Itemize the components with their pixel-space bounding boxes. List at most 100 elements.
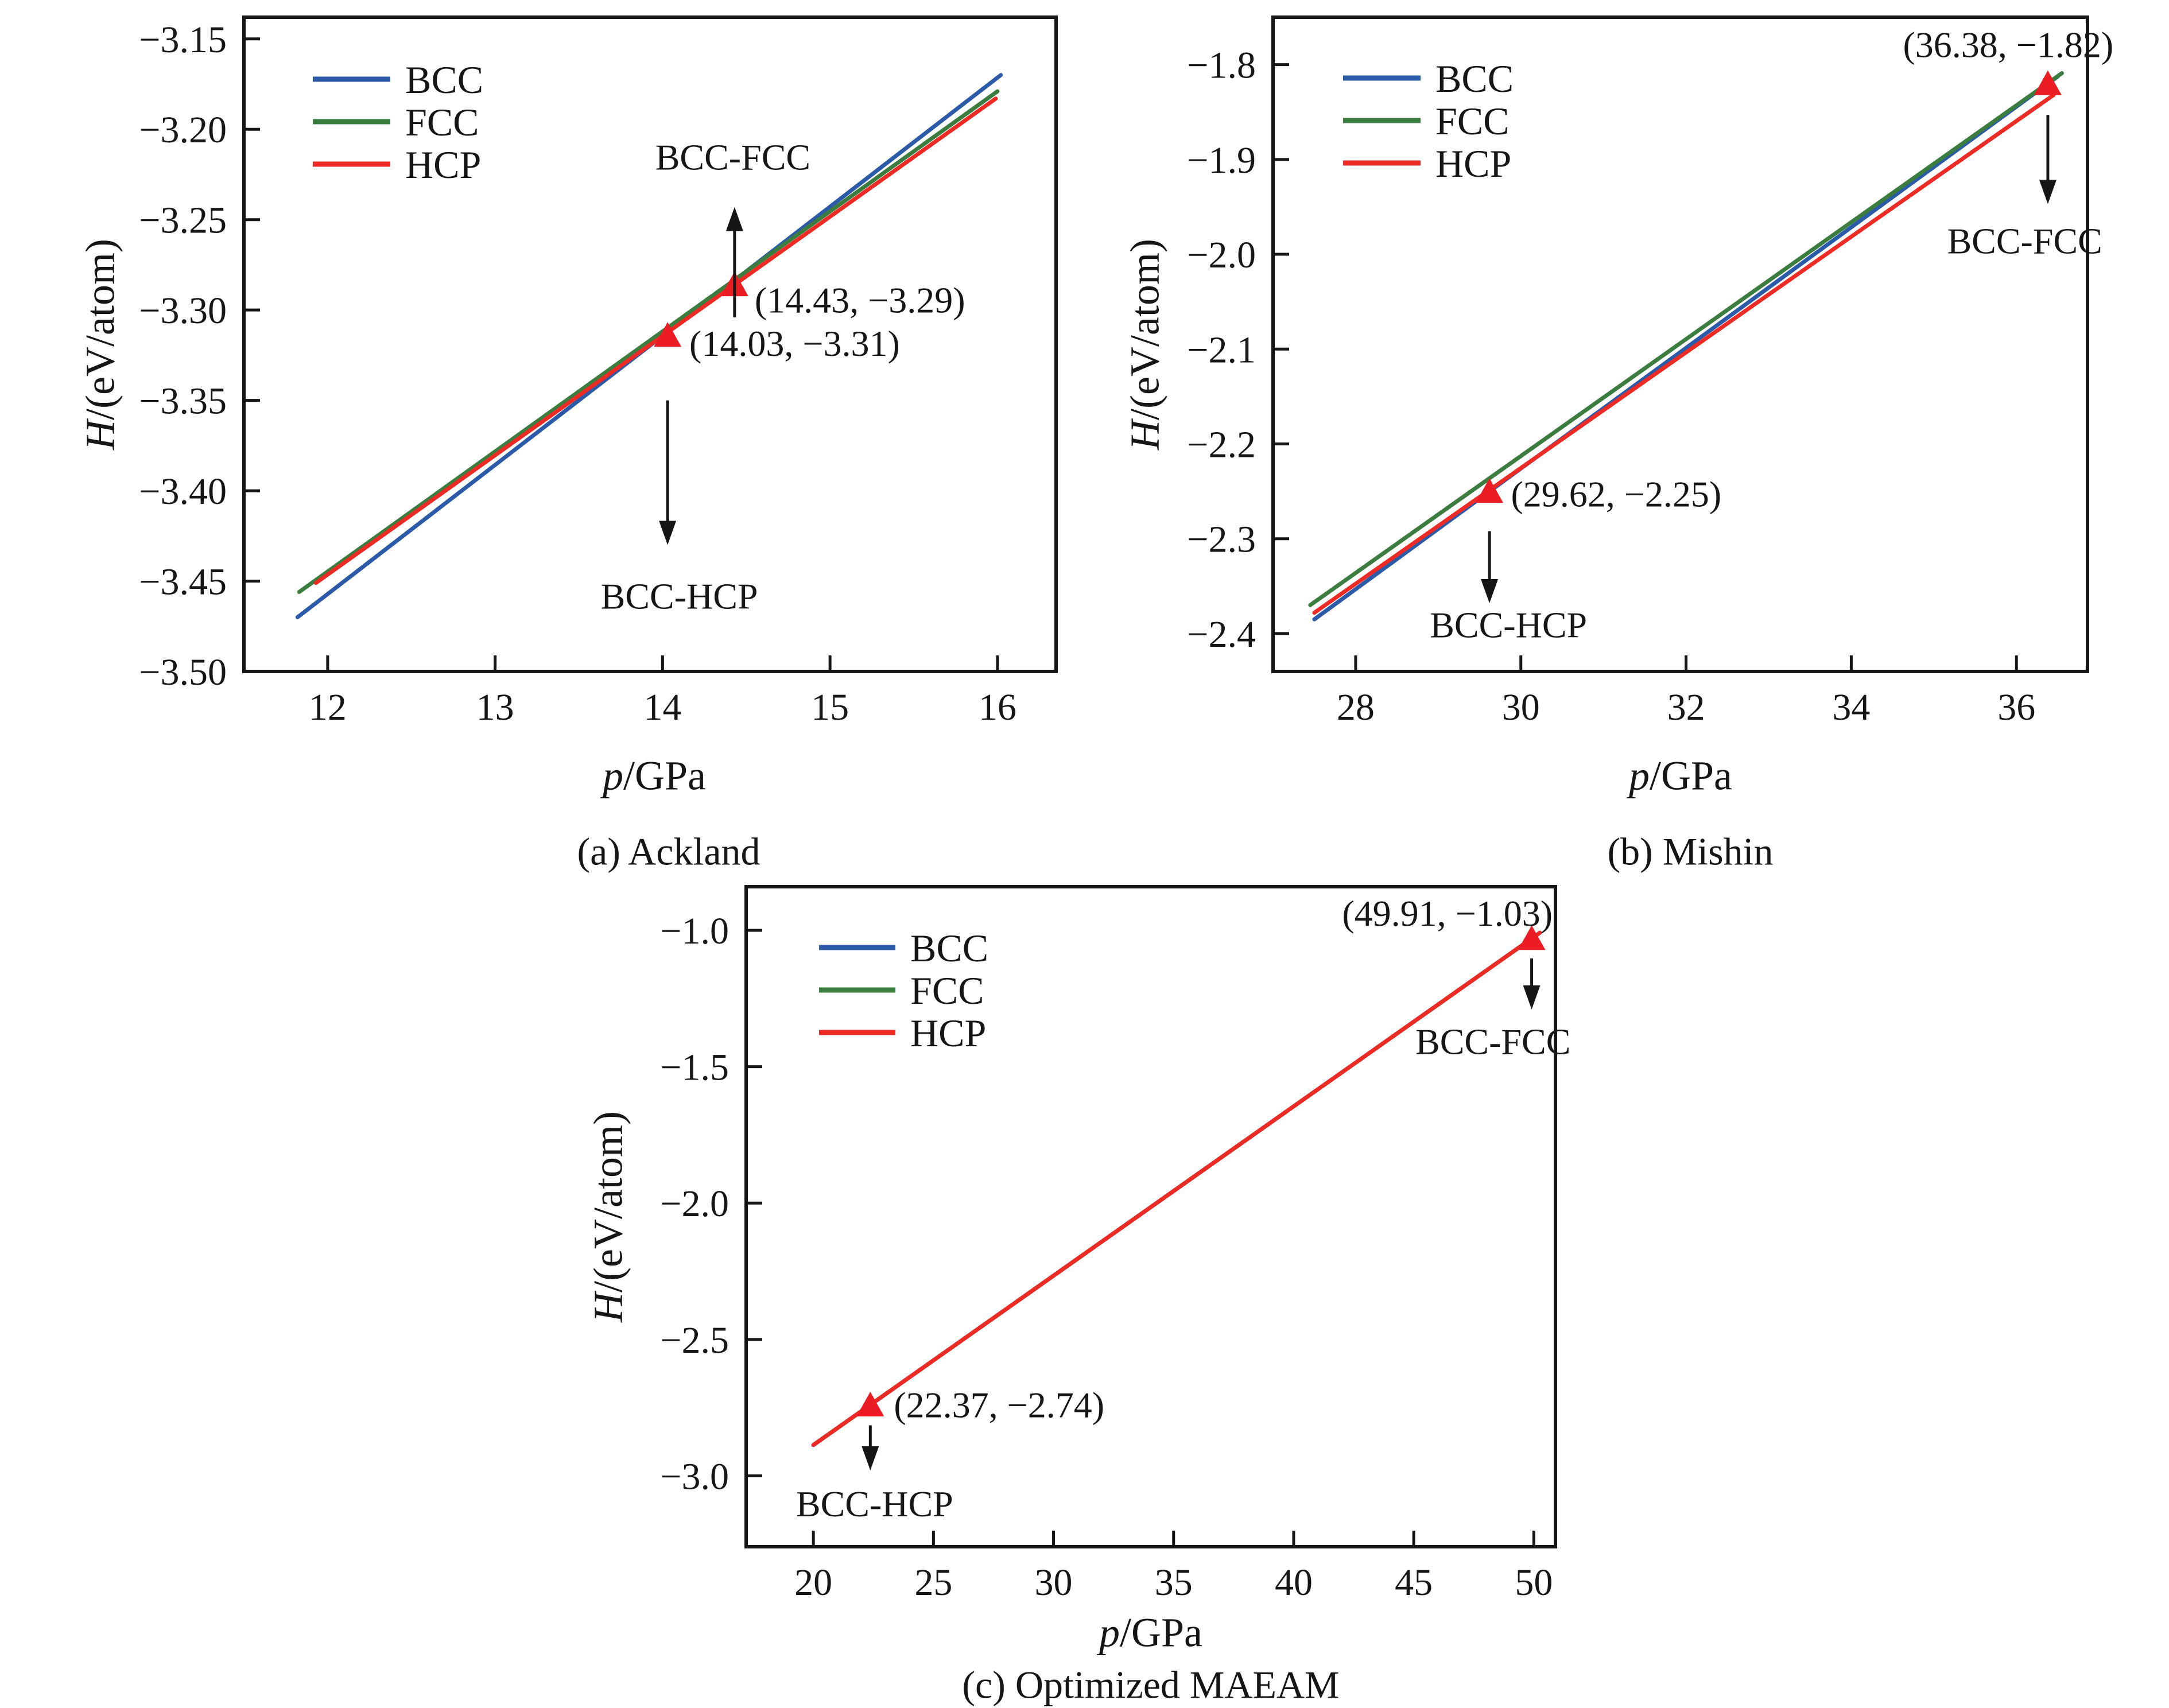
transition-coord-text: (49.91, −1.03) bbox=[1342, 893, 1553, 934]
y-axis-label-a: H/(eV/atom) bbox=[77, 239, 125, 450]
legend-label-fcc: FCC bbox=[910, 969, 984, 1012]
x-tick-label: 28 bbox=[1337, 686, 1375, 728]
transition-marker bbox=[2034, 70, 2062, 95]
y-tick-label: −2.5 bbox=[660, 1319, 729, 1361]
legend-label-bcc: BCC bbox=[910, 926, 988, 970]
y-tick-label: −3.25 bbox=[139, 200, 227, 242]
series-line-hcp bbox=[313, 96, 998, 585]
legend-label-hcp: HCP bbox=[1435, 142, 1511, 185]
x-tick-label: 13 bbox=[476, 686, 514, 728]
annotation-arrow-head bbox=[862, 1446, 879, 1470]
y-tick-label: −2.2 bbox=[1187, 424, 1256, 465]
y-tick-label: −2.1 bbox=[1187, 329, 1256, 371]
series-line-fcc bbox=[297, 89, 1000, 594]
transition-label: BCC-FCC bbox=[1947, 220, 2102, 261]
transition-label: BCC-FCC bbox=[1415, 1021, 1570, 1062]
series-line-hcp bbox=[1312, 92, 2056, 615]
caption-a: (a) Ackland bbox=[577, 829, 760, 874]
x-axis-variable: p bbox=[1629, 752, 1650, 799]
y-tick-label: −3.45 bbox=[139, 561, 227, 603]
y-tick-label: −3.15 bbox=[139, 19, 227, 61]
x-tick-label: 15 bbox=[811, 686, 849, 728]
annotation-arrow-head bbox=[1481, 579, 1499, 604]
y-tick-label: −3.20 bbox=[139, 109, 227, 151]
legend-label-fcc: FCC bbox=[405, 100, 479, 144]
x-tick-label: 16 bbox=[979, 686, 1016, 728]
transition-label: BCC-FCC bbox=[655, 137, 810, 177]
y-axis-label-b: H/(eV/atom) bbox=[1122, 239, 1169, 450]
annotation-arrow-head bbox=[2039, 180, 2057, 204]
legend-label-bcc: BCC bbox=[1435, 57, 1514, 100]
y-axis-unit: /(eV/atom) bbox=[585, 1111, 631, 1292]
caption-b: (b) Mishin bbox=[1607, 829, 1774, 874]
x-axis-variable: p bbox=[1099, 1609, 1120, 1656]
transition-label: BCC-HCP bbox=[796, 1484, 953, 1524]
y-tick-label: −3.35 bbox=[139, 381, 227, 422]
y-axis-unit: /(eV/atom) bbox=[77, 239, 123, 420]
transition-marker bbox=[1518, 925, 1546, 950]
y-axis-label-c: H/(eV/atom) bbox=[585, 1111, 633, 1322]
transition-marker bbox=[1476, 478, 1504, 503]
x-tick-label: 25 bbox=[914, 1562, 952, 1604]
x-tick-label: 20 bbox=[794, 1562, 832, 1604]
x-tick-label: 30 bbox=[1502, 686, 1540, 728]
series-line-bcc bbox=[1312, 74, 2060, 622]
y-tick-label: −2.0 bbox=[1187, 234, 1256, 276]
x-axis-unit: /GPa bbox=[623, 752, 706, 799]
y-axis-unit: /(eV/atom) bbox=[1122, 239, 1168, 420]
transition-marker bbox=[856, 1391, 884, 1416]
x-axis-unit: /GPa bbox=[1650, 752, 1732, 799]
x-tick-label: 35 bbox=[1155, 1562, 1193, 1604]
series-line-hcp bbox=[811, 930, 1542, 1447]
legend-label-hcp: HCP bbox=[910, 1011, 986, 1055]
transition-coord-text: (36.38, −1.82) bbox=[1903, 24, 2113, 65]
x-axis-unit: /GPa bbox=[1120, 1609, 1202, 1656]
x-axis-label-c: p/GPa bbox=[1099, 1609, 1202, 1657]
axes-frame bbox=[242, 15, 1058, 673]
x-axis-label-b: p/GPa bbox=[1629, 752, 1732, 800]
x-tick-label: 34 bbox=[1832, 686, 1870, 728]
y-tick-label: −2.0 bbox=[660, 1183, 729, 1225]
transition-coord-text: (14.03, −3.31) bbox=[689, 323, 900, 364]
x-tick-label: 30 bbox=[1035, 1562, 1073, 1604]
axes-frame bbox=[744, 885, 1557, 1548]
y-tick-label: −3.30 bbox=[139, 290, 227, 332]
y-tick-label: −1.8 bbox=[1187, 45, 1256, 87]
x-tick-label: 40 bbox=[1275, 1562, 1313, 1604]
transition-label: BCC-HCP bbox=[601, 576, 758, 617]
caption-c: (c) Optimized MAEAM bbox=[962, 1663, 1340, 1707]
x-tick-label: 14 bbox=[643, 686, 681, 728]
y-tick-label: −1.5 bbox=[660, 1047, 729, 1089]
x-tick-label: 32 bbox=[1667, 686, 1705, 728]
y-axis-variable: H bbox=[1122, 420, 1168, 450]
transition-coord-text: (22.37, −2.74) bbox=[894, 1384, 1104, 1425]
series-line-fcc bbox=[1308, 71, 2064, 607]
y-tick-label: −2.4 bbox=[1187, 614, 1256, 655]
chart-a: 12 13 14 15 16 −3.15 −3.20 −3.25 −3.30 −3.35 −3.40… bbox=[139, 15, 1058, 728]
x-tick-label: 45 bbox=[1395, 1562, 1433, 1604]
y-tick-label: −3.0 bbox=[660, 1455, 729, 1497]
y-tick-label: −3.50 bbox=[139, 651, 227, 693]
y-tick-label: −2.3 bbox=[1187, 519, 1256, 561]
y-tick-label: −3.40 bbox=[139, 471, 227, 513]
legend-label-bcc: BCC bbox=[405, 58, 483, 102]
x-axis-label-a: p/GPa bbox=[603, 752, 706, 800]
annotation-arrow-head bbox=[659, 521, 677, 545]
y-axis-variable: H bbox=[77, 420, 123, 450]
transition-label: BCC-HCP bbox=[1430, 604, 1587, 645]
annotation-arrow-head bbox=[725, 207, 743, 231]
annotation-arrow-head bbox=[1523, 985, 1541, 1010]
axes-frame bbox=[1271, 15, 2089, 673]
legend-label-hcp: HCP bbox=[405, 143, 481, 187]
y-axis-variable: H bbox=[585, 1292, 631, 1322]
y-tick-label: −1.9 bbox=[1187, 139, 1256, 181]
transition-coord-text: (14.43, −3.29) bbox=[755, 280, 965, 320]
transition-coord-text: (29.62, −2.25) bbox=[1511, 473, 1721, 514]
transition-marker bbox=[654, 322, 682, 347]
chart-c: 20 25 30 35 40 45 50 −1.0 −1.5 −2.0 −2.5 −3.0 BCCFCC… bbox=[660, 885, 1570, 1604]
y-tick-label: −1.0 bbox=[660, 910, 729, 952]
x-tick-label: 12 bbox=[309, 686, 347, 728]
x-axis-variable: p bbox=[603, 752, 623, 799]
